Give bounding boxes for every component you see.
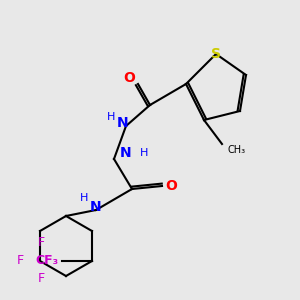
Text: N: N [117,116,129,130]
Text: O: O [123,71,135,85]
Text: S: S [211,47,221,61]
Text: H: H [140,148,148,158]
Text: F: F [38,272,44,286]
Text: CH₃: CH₃ [228,145,246,155]
Text: F: F [16,254,23,268]
Text: F: F [38,236,44,250]
Text: H: H [107,112,115,122]
Text: O: O [165,179,177,193]
Text: N: N [120,146,132,160]
Text: N: N [90,200,102,214]
Text: H: H [80,193,88,203]
Text: CF₃: CF₃ [36,254,59,268]
